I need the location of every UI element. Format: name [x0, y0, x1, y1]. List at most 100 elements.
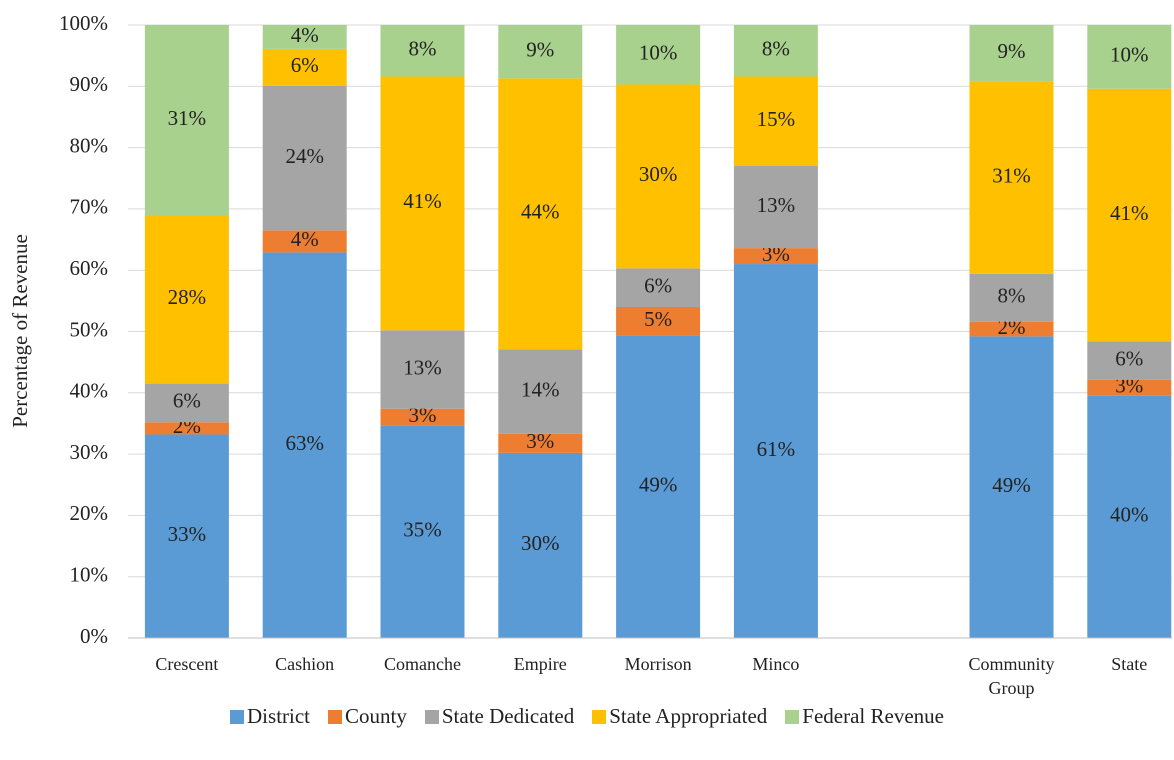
legend-label: State Dedicated	[441, 704, 575, 728]
legend-swatch	[424, 709, 439, 724]
data-label: 40%	[1110, 503, 1149, 527]
y-tick-label: 30%	[70, 440, 109, 464]
data-label: 8%	[409, 37, 437, 61]
bar-segment	[144, 434, 229, 638]
data-label: 31%	[168, 106, 207, 130]
bar-segment	[262, 25, 347, 49]
y-tick-label: 40%	[70, 379, 109, 403]
legend-swatch	[592, 709, 607, 724]
x-tick-label: Comanche	[384, 654, 461, 674]
data-label: 9%	[526, 37, 554, 61]
bar-segment	[616, 335, 701, 638]
data-label: 63%	[285, 431, 324, 455]
bar-segment	[1087, 25, 1172, 89]
y-tick-label: 90%	[70, 72, 109, 96]
data-label: 49%	[639, 472, 678, 496]
y-tick-label: 100%	[59, 11, 108, 35]
data-label: 6%	[173, 389, 201, 413]
bar-segment	[733, 25, 818, 77]
x-tick-label: Morrison	[624, 654, 692, 674]
data-label: 31%	[992, 163, 1031, 187]
bar-segment	[733, 248, 818, 265]
bar-segment	[144, 25, 229, 216]
bar-segment	[498, 349, 583, 434]
bar-segment	[733, 165, 818, 249]
bar-segment	[262, 252, 347, 638]
legend-item: County	[328, 704, 407, 729]
bar-segment	[1087, 88, 1172, 342]
y-tick-label: 60%	[70, 256, 109, 280]
data-label: 10%	[1110, 43, 1149, 67]
data-label: 41%	[1110, 201, 1149, 225]
bar-segment	[616, 84, 701, 269]
bar-segment	[498, 452, 583, 638]
data-label: 8%	[998, 284, 1026, 308]
legend: District County State Dedicated State Appro…	[0, 704, 1174, 729]
legend-item: State Dedicated	[424, 704, 575, 729]
y-tick-label: 10%	[70, 563, 109, 587]
data-label: 33%	[168, 522, 207, 546]
bar-segment	[144, 422, 229, 435]
bar-segment	[969, 25, 1054, 82]
y-tick-label: 20%	[70, 501, 109, 525]
bar-segment	[616, 25, 701, 85]
bar-segment	[144, 383, 229, 423]
bar-segment	[498, 433, 583, 453]
bar-segment	[380, 425, 465, 638]
x-tick-label: Minco	[752, 654, 800, 674]
bar-segment	[498, 25, 583, 79]
x-tick-label: Cashion	[275, 654, 335, 674]
bar-segment	[733, 264, 818, 638]
x-tick-label: Community Group	[968, 654, 1055, 698]
bar-segment	[380, 330, 465, 409]
legend-item: District	[230, 704, 310, 729]
data-label: 61%	[757, 437, 796, 461]
x-tick-label: Crescent	[155, 654, 219, 674]
data-label: 15%	[757, 107, 796, 131]
legend-swatch	[230, 709, 245, 724]
data-label: 14%	[521, 377, 560, 401]
bar-segment	[380, 408, 465, 426]
legend-item: State Appropriated	[592, 704, 767, 729]
data-label: 4%	[291, 227, 319, 251]
y-tick-label: 80%	[70, 133, 109, 157]
bar-segment	[262, 230, 347, 253]
data-label: 30%	[639, 162, 678, 186]
bar-segment	[969, 336, 1054, 638]
y-axis-label: Percentage of Revenue	[8, 234, 32, 428]
data-label: 4%	[291, 23, 319, 47]
x-tick-label: State	[1111, 654, 1148, 674]
legend-swatch	[328, 709, 343, 724]
legend-label: County	[345, 704, 407, 728]
data-label: 6%	[291, 53, 319, 77]
bar-segment	[616, 268, 701, 307]
bar-segment	[1087, 395, 1172, 638]
legend-swatch	[785, 709, 800, 724]
data-label: 24%	[285, 144, 324, 168]
y-tick-label: 70%	[70, 195, 109, 219]
data-label: 41%	[403, 189, 442, 213]
bar-segment	[733, 76, 818, 166]
data-label: 44%	[521, 200, 560, 224]
data-label: 6%	[644, 273, 672, 297]
legend-label: Federal Revenue	[802, 704, 944, 728]
data-label: 6%	[1115, 346, 1143, 370]
bar-segment	[1087, 341, 1172, 380]
bar-segment	[969, 321, 1054, 337]
bar-segment	[1087, 379, 1172, 396]
bar-segment	[969, 81, 1054, 274]
data-label: 13%	[757, 193, 796, 217]
bar-segment	[380, 25, 465, 77]
data-label: 28%	[168, 285, 207, 309]
data-label: 8%	[762, 37, 790, 61]
bar-segment	[262, 85, 347, 231]
data-label: 10%	[639, 41, 678, 65]
x-tick-label: Empire	[513, 654, 567, 674]
legend-label: District	[247, 704, 311, 728]
y-tick-label: 50%	[70, 317, 109, 341]
data-label: 35%	[403, 517, 442, 541]
bar-segment	[262, 48, 347, 86]
data-label: 5%	[644, 307, 672, 331]
